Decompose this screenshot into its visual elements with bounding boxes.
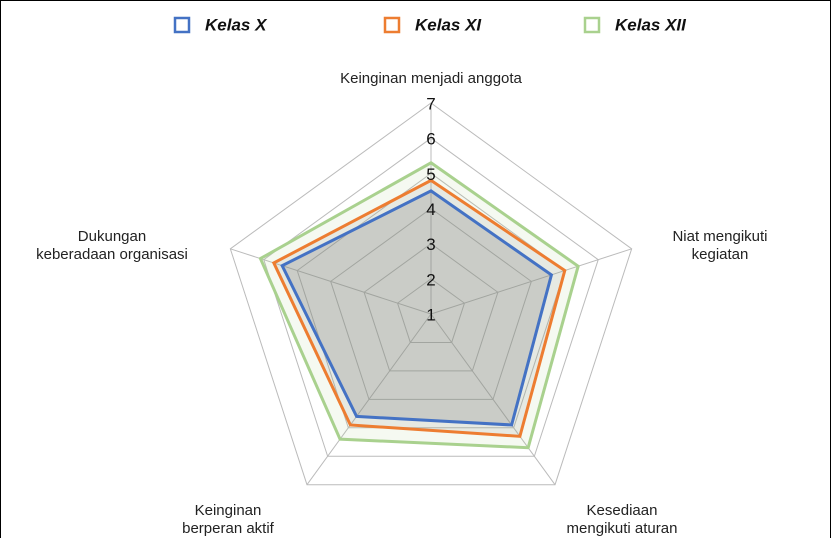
series-area: [273, 180, 565, 437]
legend-swatch: [383, 16, 401, 34]
tick-label: 6: [426, 130, 435, 149]
grid-line: [229, 102, 633, 486]
tick-label: 4: [426, 200, 435, 219]
category-label: Dukungan keberadaan organisasi: [36, 228, 188, 263]
series-line: [280, 189, 554, 427]
tick-label: 5: [426, 165, 435, 184]
series-line: [258, 161, 580, 450]
legend-label: Kelas XI: [415, 15, 482, 34]
legend-label: Kelas X: [205, 15, 268, 34]
category-label: Keinginan berperan aktif: [182, 502, 274, 537]
grid-line: [363, 243, 499, 372]
category-label: Keinginan menjadi anggota: [340, 70, 522, 87]
spoke: [306, 313, 432, 485]
tick-label: 1: [426, 305, 435, 324]
category-label: Niat mengikuti kegiatan: [672, 228, 768, 263]
grid-line: [330, 207, 532, 400]
spoke: [230, 248, 432, 315]
tick-label: 7: [426, 94, 435, 113]
series-area: [282, 190, 552, 425]
spoke: [430, 313, 556, 485]
tick-label: 3: [426, 235, 435, 254]
legend-swatch: [173, 16, 191, 34]
series-area: [260, 162, 579, 448]
legend-label: Kelas XII: [615, 15, 687, 34]
grid-line: [396, 278, 466, 343]
series-line: [271, 178, 567, 438]
legend-swatch: [583, 16, 601, 34]
tick-label: 2: [426, 270, 435, 289]
spoke: [430, 248, 632, 315]
category-label: Kesediaan mengikuti aturan: [566, 502, 678, 537]
